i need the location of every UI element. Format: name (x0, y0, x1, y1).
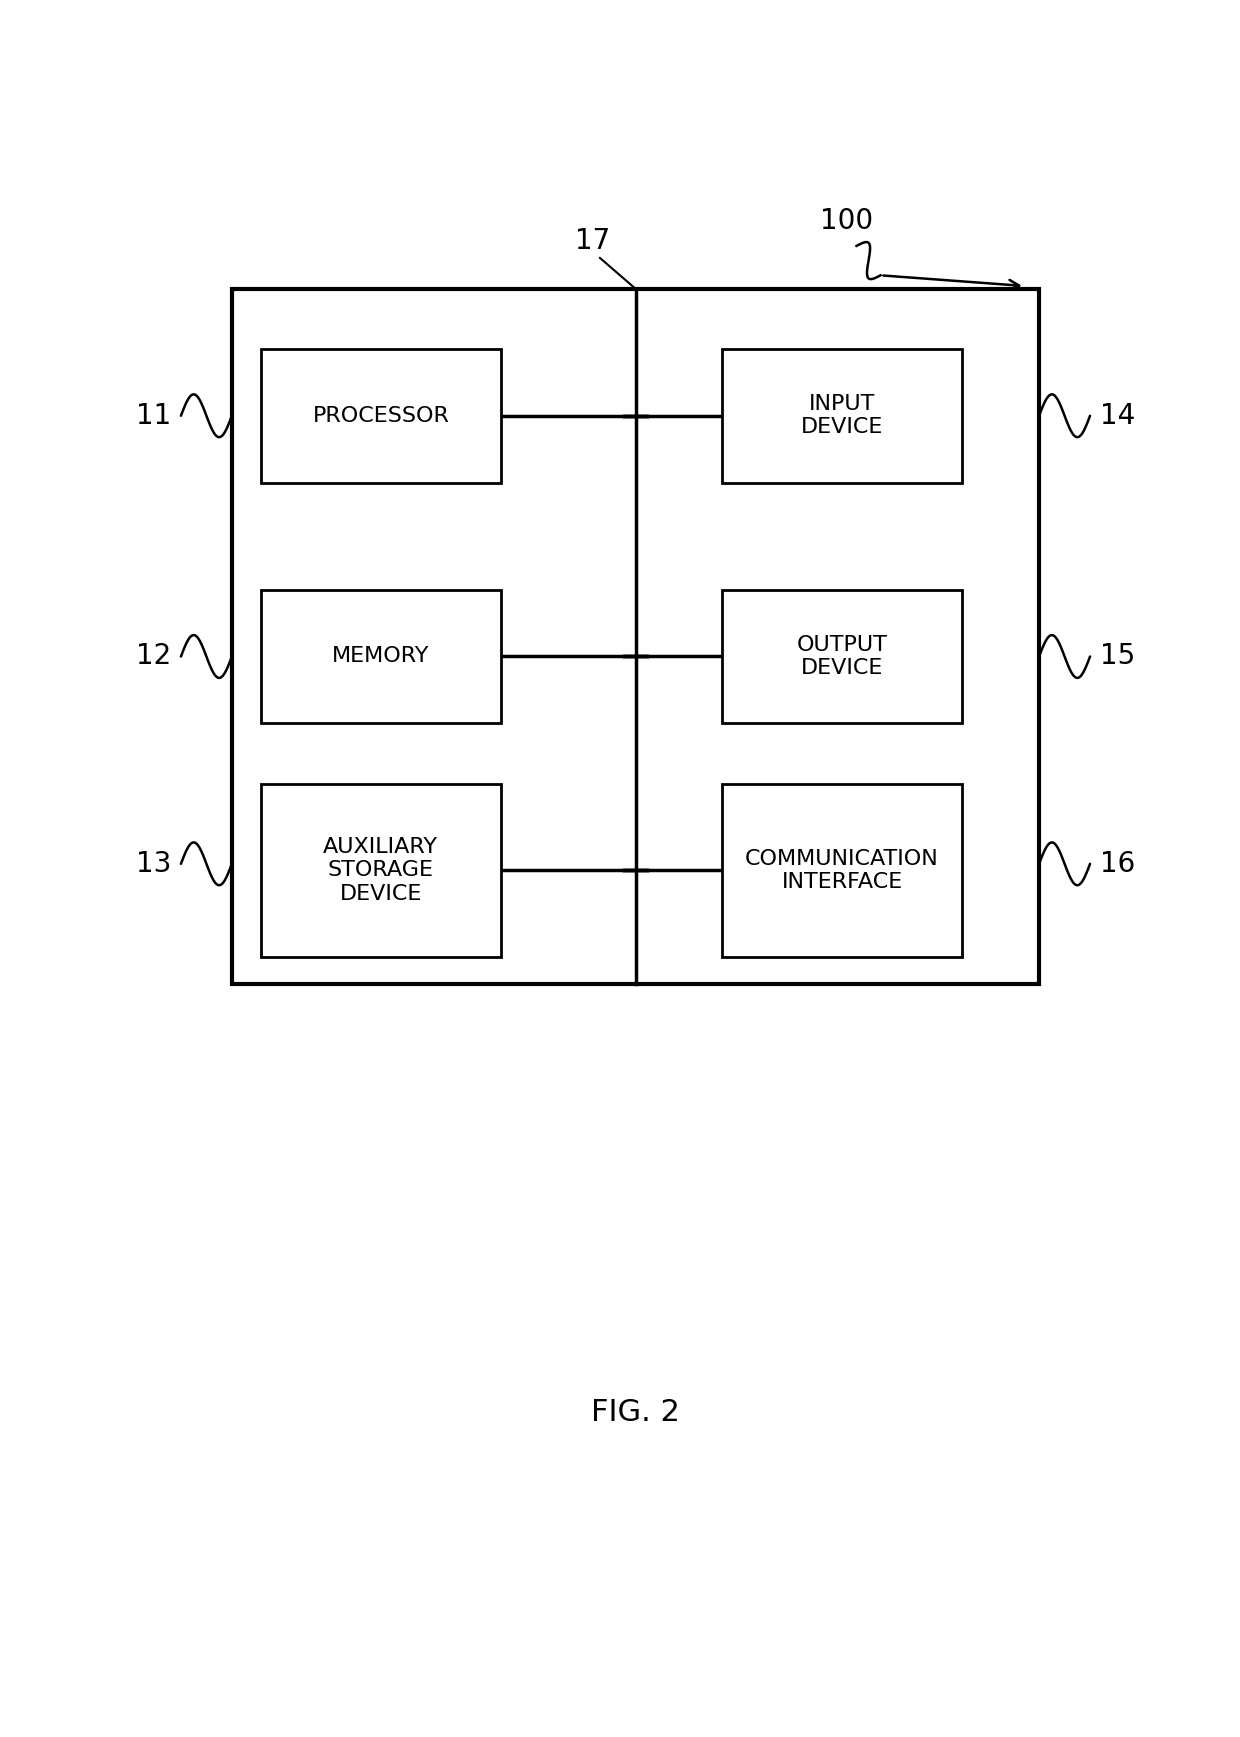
Text: INPUT
DEVICE: INPUT DEVICE (801, 394, 883, 438)
Bar (722, 349, 962, 483)
Bar (232, 288, 1039, 985)
Text: PROCESSOR: PROCESSOR (312, 406, 449, 426)
Text: 17: 17 (574, 228, 610, 255)
Text: 14: 14 (1100, 401, 1135, 429)
Text: 13: 13 (136, 849, 171, 877)
Bar (722, 783, 962, 957)
Text: 12: 12 (136, 643, 171, 670)
Bar (260, 589, 501, 723)
Text: AUXILIARY
STORAGE
DEVICE: AUXILIARY STORAGE DEVICE (324, 837, 439, 903)
Text: OUTPUT
DEVICE: OUTPUT DEVICE (796, 636, 888, 677)
Text: COMMUNICATION
INTERFACE: COMMUNICATION INTERFACE (745, 849, 939, 893)
Text: 100: 100 (821, 207, 873, 234)
Text: 11: 11 (136, 401, 171, 429)
Text: 16: 16 (1100, 849, 1135, 877)
Bar (260, 349, 501, 483)
Bar (260, 783, 501, 957)
Bar (722, 589, 962, 723)
Text: 15: 15 (1100, 643, 1135, 670)
Text: MEMORY: MEMORY (332, 646, 429, 667)
Text: FIG. 2: FIG. 2 (591, 1398, 680, 1426)
